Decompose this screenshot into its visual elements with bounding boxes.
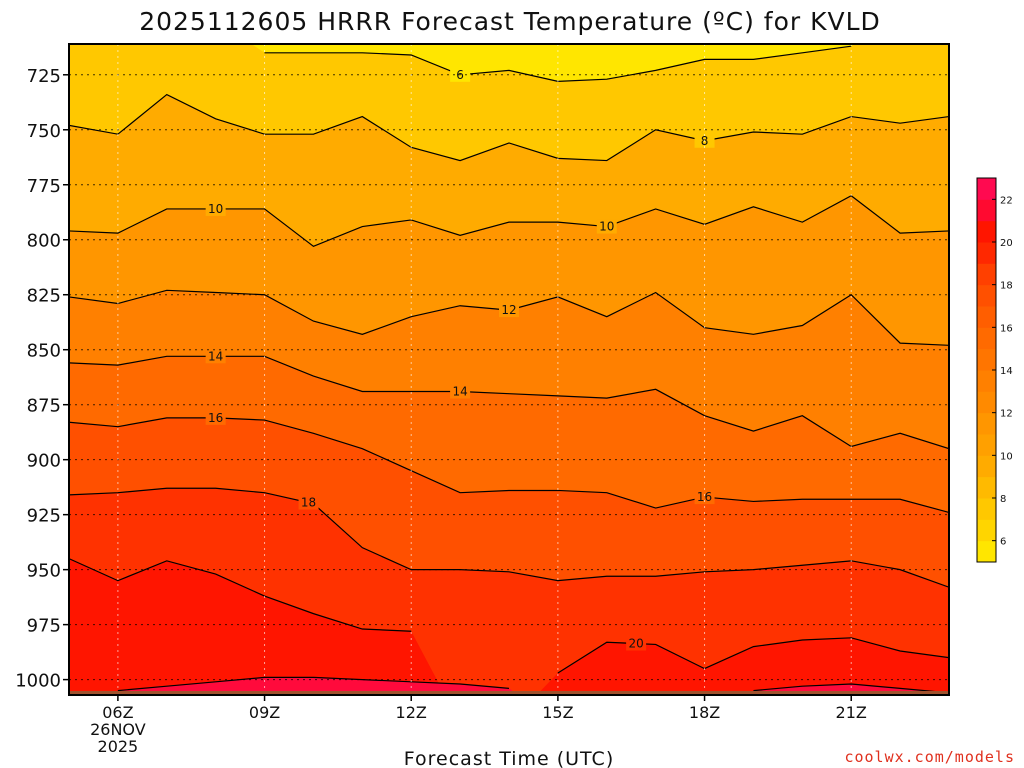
colorbar-segment bbox=[977, 199, 996, 222]
grid bbox=[69, 44, 949, 691]
colorbar-segment bbox=[977, 370, 996, 392]
y-tick-label: 725 bbox=[27, 66, 61, 87]
colorbar-segment bbox=[977, 412, 996, 435]
isotherm-label: 14 bbox=[208, 349, 223, 363]
x-tick-label: 15Z bbox=[542, 703, 573, 722]
colorbar-segment bbox=[977, 220, 996, 243]
isotherm-label: 20 bbox=[628, 637, 643, 651]
colorbar-label: 12 bbox=[1000, 409, 1013, 420]
isotherm-label-bg bbox=[626, 636, 647, 651]
isotherm-label: 18 bbox=[301, 496, 316, 510]
y-tick-label: 775 bbox=[27, 176, 61, 197]
isotherm-20 bbox=[557, 637, 949, 674]
isotherm-label-bg bbox=[205, 410, 226, 425]
y-tick-label: 1000 bbox=[15, 671, 61, 692]
band-above-22 bbox=[111, 677, 949, 695]
y-tick-label: 925 bbox=[27, 506, 61, 527]
colorbar-segment bbox=[977, 455, 996, 478]
plot-area: 6810101214141616182072575077580082585087… bbox=[15, 43, 950, 756]
x-tick-label: 21Z bbox=[836, 703, 867, 722]
colorbar: 6 8 10 12 14 16 18 20 22 bbox=[976, 177, 1013, 563]
y-tick-label: 950 bbox=[27, 561, 61, 582]
isotherm-label-bg bbox=[499, 303, 519, 318]
isotherm-label-bg bbox=[205, 349, 226, 364]
isotherm-label-bg bbox=[694, 490, 715, 505]
colorbar-label: 22 bbox=[1000, 195, 1013, 206]
isotherm-label-bg bbox=[450, 384, 471, 399]
colorbar-segment bbox=[977, 284, 996, 307]
colorbar-segment bbox=[977, 327, 996, 350]
isotherm-label-bg bbox=[205, 201, 226, 216]
isotherm-label: 10 bbox=[208, 202, 223, 216]
isotherm-label: 16 bbox=[208, 411, 223, 425]
colorbar-segment bbox=[977, 519, 996, 542]
x-tick-label: 06Z bbox=[102, 703, 133, 722]
colorbar-label: 16 bbox=[1000, 323, 1013, 334]
x-tick-date-label: 26NOV bbox=[90, 720, 146, 739]
x-tick-label: 09Z bbox=[249, 703, 280, 722]
y-tick-label: 975 bbox=[27, 616, 61, 637]
isotherm-label: 12 bbox=[501, 303, 516, 317]
x-tick-label: 12Z bbox=[396, 703, 427, 722]
ground-layer bbox=[69, 691, 949, 695]
isotherm-label-bg bbox=[298, 495, 319, 510]
y-tick-label: 900 bbox=[27, 451, 61, 472]
y-tick-label: 800 bbox=[27, 231, 61, 252]
y-tick-label: 850 bbox=[27, 341, 61, 362]
colorbar-segment bbox=[977, 540, 996, 563]
colorbar-label: 14 bbox=[1000, 366, 1013, 377]
colorbar-segment bbox=[977, 178, 996, 200]
colorbar-segment bbox=[977, 391, 996, 414]
isotherm-label: 10 bbox=[599, 220, 614, 234]
isotherm-20 bbox=[69, 558, 412, 632]
isotherm-22 bbox=[753, 683, 949, 694]
colorbar-label: 6 bbox=[1000, 537, 1006, 548]
colorbar-label: 20 bbox=[1000, 238, 1013, 249]
y-tick-label: 825 bbox=[27, 286, 61, 307]
isotherm-label: 16 bbox=[697, 490, 712, 504]
isotherm-8 bbox=[69, 93, 949, 162]
colorbar-segment bbox=[977, 348, 996, 371]
x-tick-date-label: 2025 bbox=[98, 737, 139, 756]
credit-text: coolwx.com/models bbox=[844, 748, 1015, 766]
y-tick-label: 875 bbox=[27, 396, 61, 417]
isotherm-label-bg bbox=[596, 219, 617, 234]
plot-frame bbox=[68, 43, 950, 696]
colorbar-label: 8 bbox=[1000, 494, 1006, 505]
colorbar-segment bbox=[977, 498, 996, 520]
isotherm-label: 14 bbox=[452, 384, 467, 398]
colorbar-segment bbox=[977, 476, 996, 499]
y-tick-label: 750 bbox=[27, 121, 61, 142]
band-above-20 bbox=[69, 558, 949, 695]
x-tick-label: 18Z bbox=[689, 703, 720, 722]
colorbar-label: 18 bbox=[1000, 281, 1013, 292]
colorbar-label: 10 bbox=[1000, 451, 1013, 462]
filled-contours: 68101012141416161820 bbox=[69, 44, 949, 695]
isotherm-lines: 68101012141416161820 bbox=[69, 45, 949, 694]
x-axis-title: Forecast Time (UTC) bbox=[404, 748, 614, 768]
isotherm-18 bbox=[69, 487, 949, 588]
isotherm-22 bbox=[117, 676, 510, 692]
colorbar-segment bbox=[977, 242, 996, 264]
colorbar-segment bbox=[977, 306, 996, 328]
colorbar-segment bbox=[977, 263, 996, 286]
colorbar-segment bbox=[977, 434, 996, 456]
chart-title: 2025112605 HRRR Forecast Temperature (ºC… bbox=[139, 7, 881, 36]
